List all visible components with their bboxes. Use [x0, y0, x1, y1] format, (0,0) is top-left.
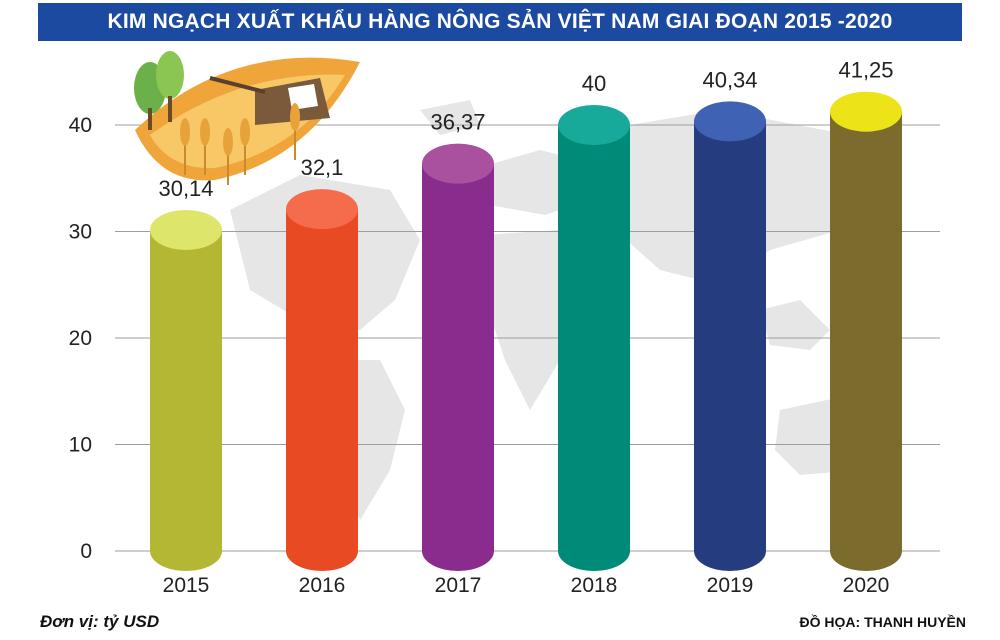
data-label: 41,25	[838, 58, 893, 83]
grid-lines	[115, 124, 940, 552]
bar-body	[150, 230, 222, 571]
bar-body	[422, 163, 494, 572]
x-tick-label: 2017	[435, 574, 482, 597]
bar-top	[694, 101, 766, 142]
harvest-illustration	[134, 51, 360, 185]
data-label: 40,34	[702, 67, 757, 92]
data-label: 32,1	[301, 155, 344, 180]
y-tick-label: 30	[69, 221, 92, 244]
bar-body	[694, 121, 766, 571]
wheat-ear-icon	[240, 118, 250, 146]
bar-top	[422, 143, 494, 184]
bar-top	[150, 210, 222, 251]
bar-body	[830, 111, 902, 571]
x-tick-label: 2016	[299, 574, 346, 597]
bar-top	[558, 105, 630, 145]
x-tick-label: 2018	[571, 574, 618, 597]
data-label: 30,14	[158, 176, 213, 201]
tree-trunk	[148, 108, 152, 130]
y-tick-label: 10	[69, 434, 92, 457]
map-landmass	[760, 300, 830, 350]
data-label: 36,37	[430, 110, 485, 135]
unit-note: Đơn vị: tỷ USD	[40, 612, 160, 631]
graphic-credit: ĐỒ HỌA: THANH HUYỀN	[799, 614, 966, 630]
chart-title: KIM NGẠCH XUẤT KHẨU HÀNG NÔNG SẢN VIỆT N…	[107, 10, 893, 33]
bar-body	[558, 125, 630, 571]
bars	[150, 91, 902, 572]
wheat-ear-icon	[290, 103, 300, 131]
y-tick-label: 0	[80, 540, 92, 563]
map-landmass	[420, 100, 480, 135]
wheat-ear-icon	[200, 118, 210, 146]
x-tick-label: 2019	[707, 574, 754, 597]
labels: 30,14 2015 32,1 2016 36,37 2017 40 2018 40,34 201…	[158, 58, 893, 597]
bar-2019	[694, 101, 766, 571]
x-tick-label: 2015	[163, 574, 210, 597]
bar-body	[286, 209, 358, 571]
harvester-arm	[209, 76, 266, 94]
y-axis: 0 10 20 30 40	[69, 114, 92, 563]
bar-top	[830, 91, 902, 132]
bar-2020	[830, 91, 902, 571]
wheat-ear-icon	[223, 128, 233, 156]
data-label: 40	[582, 71, 606, 96]
bar-2017	[422, 143, 494, 572]
tree-trunk	[168, 96, 172, 122]
bar-2015	[150, 210, 222, 571]
bar-top	[286, 189, 358, 230]
wheat-ear-icon	[180, 118, 190, 146]
bar-2016	[286, 189, 358, 571]
title-bar: KIM NGẠCH XUẤT KHẨU HÀNG NÔNG SẢN VIỆT N…	[38, 3, 962, 41]
x-tick-label: 2020	[843, 574, 890, 597]
tree-icon	[156, 51, 184, 99]
y-tick-label: 40	[69, 114, 92, 137]
y-tick-label: 20	[69, 327, 92, 350]
bar-2018	[558, 105, 630, 571]
